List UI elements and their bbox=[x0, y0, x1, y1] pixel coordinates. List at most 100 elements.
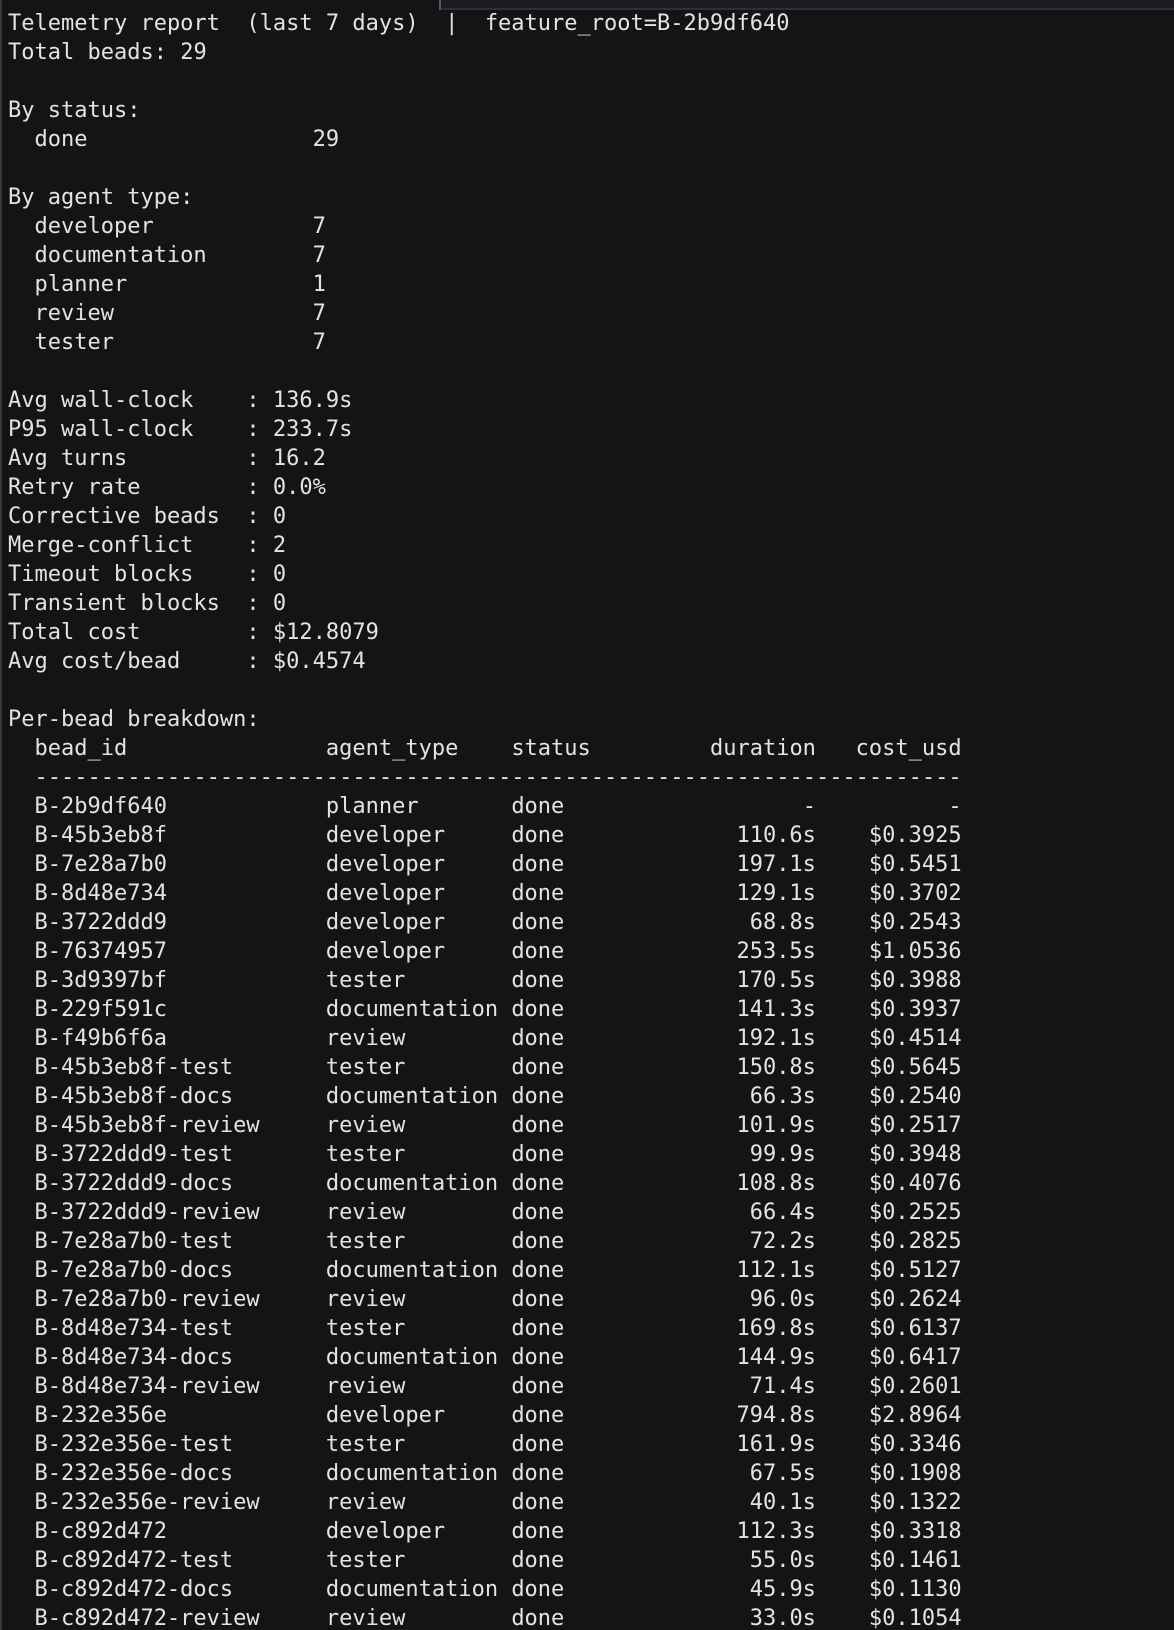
cell-agent-type: tester bbox=[325, 1229, 406, 1254]
agent-count: 7 bbox=[312, 214, 326, 239]
cell-agent-type: tester bbox=[325, 1316, 406, 1341]
cell-duration: 129.1s bbox=[736, 881, 816, 906]
cell-status: done bbox=[511, 1084, 565, 1109]
cell-status: done bbox=[511, 1026, 565, 1051]
status-count-row: done 29 bbox=[0, 125, 1174, 154]
metric-label: Retry rate bbox=[8, 475, 141, 500]
agent-count-row: tester 7 bbox=[0, 328, 1174, 357]
cell-duration: 112.3s bbox=[736, 1519, 816, 1544]
cell-cost-usd: $0.5451 bbox=[868, 852, 962, 877]
cell-status: done bbox=[511, 1258, 565, 1283]
column-header-cost-usd: cost_usd bbox=[855, 736, 962, 761]
metric-row: P95 wall-clock : 233.7s bbox=[0, 415, 1174, 444]
report-title-line: Telemetry report (last 7 days) | feature… bbox=[0, 9, 1174, 38]
cell-bead-id: B-45b3eb8f bbox=[34, 823, 167, 848]
cell-cost-usd: $0.1054 bbox=[868, 1606, 962, 1630]
table-row: B-3722ddd9-review review done 66.4s $0.2… bbox=[0, 1198, 1174, 1227]
table-row: B-7e28a7b0-docs documentation done 112.1… bbox=[0, 1256, 1174, 1285]
cell-status: done bbox=[511, 1287, 565, 1312]
cell-status: done bbox=[511, 794, 565, 819]
cell-duration: 40.1s bbox=[749, 1490, 816, 1515]
cell-agent-type: planner bbox=[325, 794, 419, 819]
metric-colon: : bbox=[246, 388, 260, 413]
cell-duration: 161.9s bbox=[736, 1432, 816, 1457]
table-header-row: bead_id agent_type status duration cost_… bbox=[0, 734, 1174, 763]
metrics-list: Avg wall-clock : 136.9s P95 wall-clock :… bbox=[0, 386, 1174, 676]
by-status-heading-line: By status: bbox=[0, 96, 1174, 125]
pane-above-background bbox=[441, 0, 1174, 8]
cell-bead-id: B-8d48e734-test bbox=[34, 1316, 234, 1341]
cell-status: done bbox=[511, 997, 565, 1022]
cell-cost-usd: $0.6137 bbox=[868, 1316, 962, 1341]
metric-colon: : bbox=[246, 591, 260, 616]
table-row: B-8d48e734-docs documentation done 144.9… bbox=[0, 1343, 1174, 1372]
cell-agent-type: tester bbox=[325, 1548, 406, 1573]
cell-duration: 96.0s bbox=[749, 1287, 816, 1312]
cell-status: done bbox=[511, 823, 565, 848]
table-row: B-3722ddd9-test tester done 99.9s $0.394… bbox=[0, 1140, 1174, 1169]
cell-cost-usd: $0.2825 bbox=[868, 1229, 962, 1254]
column-header-agent-type: agent_type bbox=[325, 736, 459, 761]
metric-value: 136.9s bbox=[272, 388, 353, 413]
metric-value: 0 bbox=[272, 562, 287, 587]
cell-cost-usd: $0.3937 bbox=[868, 997, 962, 1022]
cell-agent-type: review bbox=[325, 1200, 406, 1225]
blank-line bbox=[0, 357, 1174, 386]
cell-duration: 66.3s bbox=[749, 1084, 816, 1109]
cell-status: done bbox=[511, 852, 565, 877]
cell-bead-id: B-232e356e-review bbox=[34, 1490, 260, 1515]
cell-agent-type: review bbox=[325, 1606, 406, 1630]
metric-label: Avg turns bbox=[8, 446, 128, 471]
cell-bead-id: B-45b3eb8f-docs bbox=[34, 1084, 234, 1109]
cell-agent-type: documentation bbox=[325, 1345, 499, 1370]
metric-colon: : bbox=[246, 504, 260, 529]
breakdown-heading: Per-bead breakdown: bbox=[8, 707, 260, 732]
cell-cost-usd: $0.5127 bbox=[868, 1258, 962, 1283]
cell-agent-type: review bbox=[325, 1026, 406, 1051]
cell-agent-type: developer bbox=[325, 939, 446, 964]
cell-status: done bbox=[511, 910, 565, 935]
cell-status: done bbox=[511, 1374, 565, 1399]
column-header-status: status bbox=[511, 736, 591, 761]
table-row: B-3d9397bf tester done 170.5s $0.3988 bbox=[0, 966, 1174, 995]
total-beads-line: Total beads: 29 bbox=[0, 38, 1174, 67]
cell-agent-type: tester bbox=[325, 1432, 406, 1457]
cell-cost-usd: $0.2517 bbox=[868, 1113, 962, 1138]
table-row: B-232e356e-test tester done 161.9s $0.33… bbox=[0, 1430, 1174, 1459]
cell-status: done bbox=[511, 1577, 565, 1602]
agent-name: developer bbox=[34, 214, 154, 239]
metric-label: P95 wall-clock bbox=[8, 417, 194, 442]
total-beads-label: Total beads: bbox=[8, 40, 167, 65]
cell-status: done bbox=[511, 1403, 565, 1428]
cell-duration: 197.1s bbox=[736, 852, 816, 877]
cell-agent-type: tester bbox=[325, 1055, 406, 1080]
metric-colon: : bbox=[246, 446, 260, 471]
metric-colon: : bbox=[246, 620, 260, 645]
by-agent-heading: By agent type: bbox=[8, 185, 194, 210]
cell-bead-id: B-45b3eb8f-review bbox=[34, 1113, 260, 1138]
metric-value: 2 bbox=[272, 533, 287, 558]
cell-status: done bbox=[511, 1490, 565, 1515]
table-row: B-7e28a7b0 developer done 197.1s $0.5451 bbox=[0, 850, 1174, 879]
cell-cost-usd: $0.2601 bbox=[868, 1374, 962, 1399]
telemetry-report: Telemetry report (last 7 days) | feature… bbox=[0, 9, 1174, 1630]
table-row: B-c892d472-test tester done 55.0s $0.146… bbox=[0, 1546, 1174, 1575]
cell-bead-id: B-229f591c bbox=[34, 997, 167, 1022]
cell-agent-type: documentation bbox=[325, 1084, 499, 1109]
cell-duration: 110.6s bbox=[736, 823, 816, 848]
metric-row: Corrective beads : 0 bbox=[0, 502, 1174, 531]
cell-cost-usd: $0.3702 bbox=[868, 881, 962, 906]
metric-label: Timeout blocks bbox=[8, 562, 194, 587]
cell-duration: 72.2s bbox=[749, 1229, 816, 1254]
by-status-list: done 29 bbox=[0, 125, 1174, 154]
cell-bead-id: B-3722ddd9-review bbox=[34, 1200, 260, 1225]
cell-status: done bbox=[511, 1229, 565, 1254]
cell-status: done bbox=[511, 1200, 565, 1225]
blank-line bbox=[0, 67, 1174, 96]
table-row: B-8d48e734-test tester done 169.8s $0.61… bbox=[0, 1314, 1174, 1343]
cell-duration: - bbox=[802, 794, 816, 819]
table-row: B-7e28a7b0-review review done 96.0s $0.2… bbox=[0, 1285, 1174, 1314]
cell-bead-id: B-7e28a7b0-review bbox=[34, 1287, 260, 1312]
cell-cost-usd: $0.1461 bbox=[868, 1548, 962, 1573]
